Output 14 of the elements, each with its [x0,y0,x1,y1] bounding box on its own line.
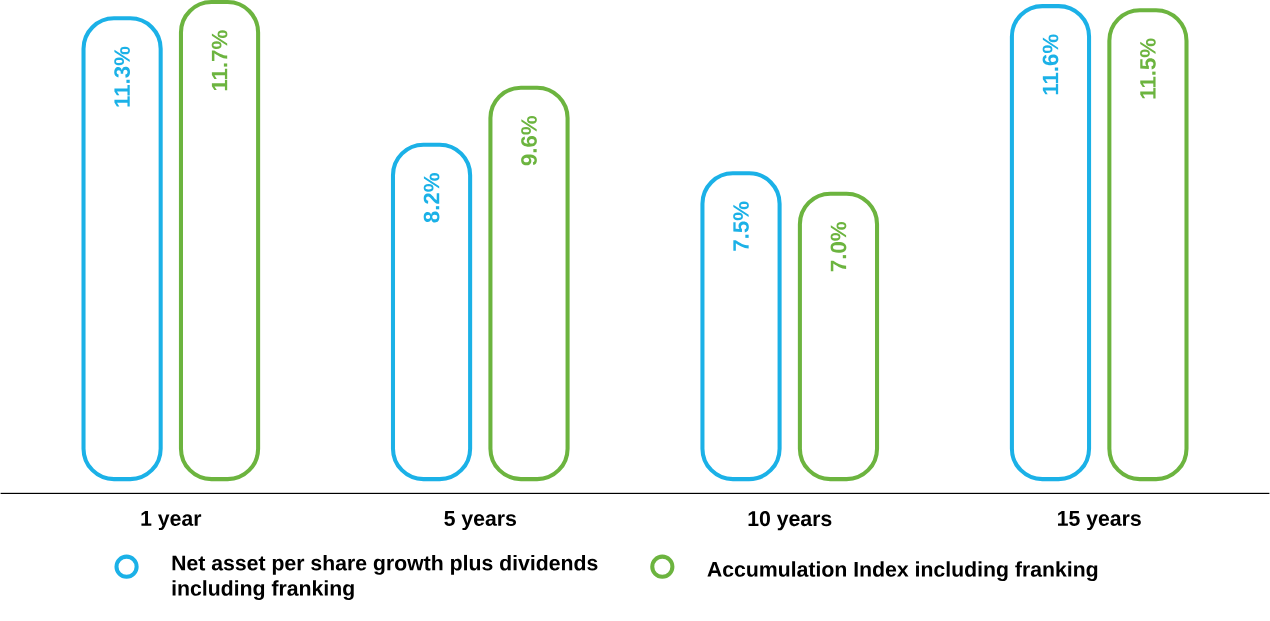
x-tick-label: 15 years [1058,511,1141,531]
data-label: 8.2% [423,173,440,223]
x-tick-label: 5 years [444,511,516,531]
data-label: 11.7% [211,30,228,91]
legend-label: Net asset per share growth plus dividends including franking [172,555,598,601]
x-tick-label: 10 years [748,511,832,531]
legend-label: Accumulation Index including franking [707,561,1098,582]
data-label: 11.3% [114,46,130,107]
data-label: 7.0% [830,222,847,272]
data-label: 11.5% [1140,38,1156,99]
data-label: 11.6% [1042,34,1059,95]
x-tick-label: 1 year [141,511,202,531]
data-label: 7.5% [733,201,749,251]
data-label: 9.6% [521,116,537,166]
